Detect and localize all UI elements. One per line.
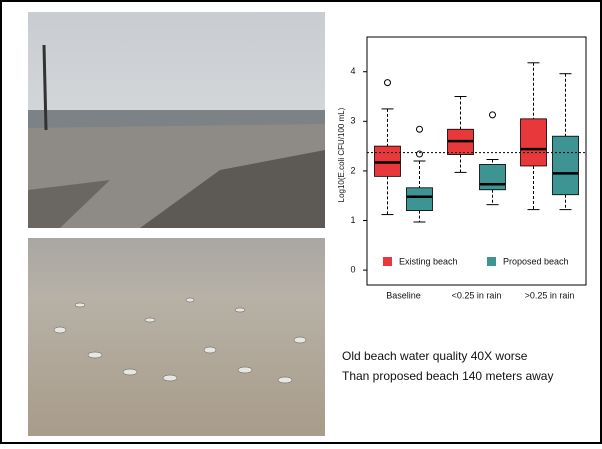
legend-swatch [383, 257, 392, 266]
x-tick-label: >0.25 in rain [525, 290, 575, 300]
caption-line: Old beach water quality 40X worse [342, 349, 528, 363]
x-tick-label: <0.25 in rain [452, 290, 502, 300]
y-tick-label: 1 [350, 215, 355, 225]
page: {"chart_data": {"type": "boxplot", "y_la… [0, 0, 602, 444]
photo-parking-lot [28, 12, 325, 228]
box [521, 119, 547, 166]
x-tick-label: Baseline [386, 290, 421, 300]
slide: Log10(E.coli CFU/100 mL) Old beach water… [0, 0, 602, 444]
y-tick-label: 2 [350, 165, 355, 175]
chart: Log10(E.coli CFU/100 mL) [337, 107, 346, 202]
caption-line: Than proposed beach 140 meters away [342, 369, 553, 383]
y-tick-label: 0 [350, 264, 355, 274]
legend-label: Proposed beach [503, 256, 569, 266]
legend-swatch [487, 257, 496, 266]
legend-label: Existing beach [399, 256, 458, 266]
box [480, 164, 506, 189]
y-tick-label: 3 [350, 116, 355, 126]
y-axis-label: Log10(E.coli CFU/100 mL) [337, 107, 346, 202]
y-tick-label: 4 [350, 66, 355, 76]
box [407, 188, 433, 211]
photo-gulls [28, 238, 325, 436]
box [553, 136, 579, 195]
